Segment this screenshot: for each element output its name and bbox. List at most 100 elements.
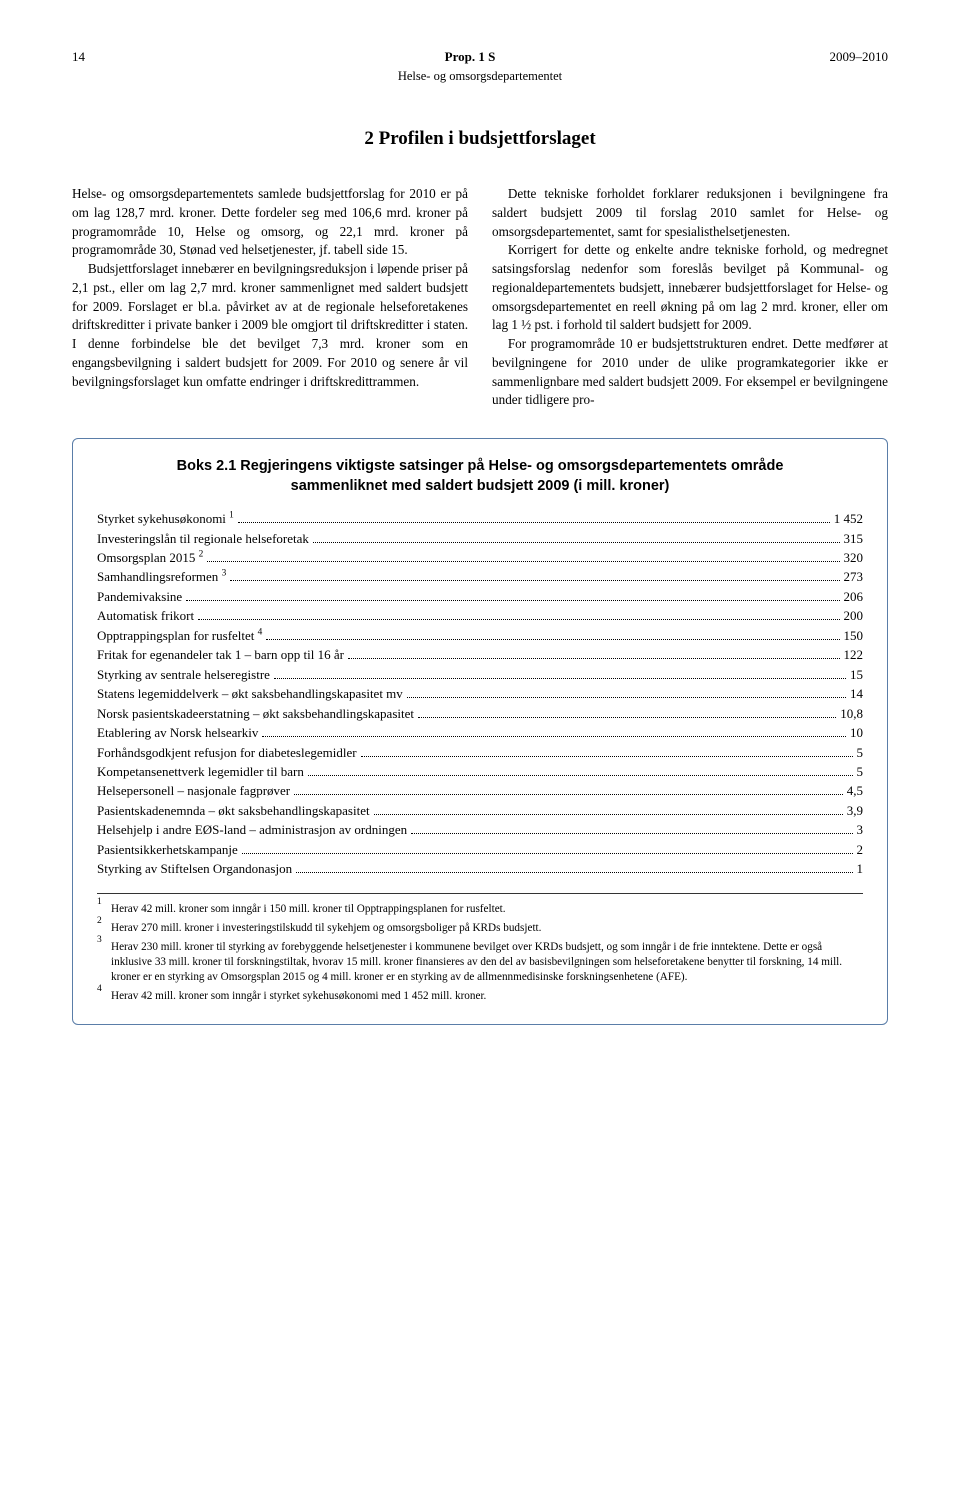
- box-list-value: 5: [857, 763, 864, 781]
- box-list-label: Styrking av Stiftelsen Organdonasjon: [97, 860, 292, 878]
- box-list-label: Helsepersonell – nasjonale fagprøver: [97, 782, 290, 800]
- footnote-ref: 3: [222, 569, 227, 579]
- box-list-value: 206: [844, 588, 864, 606]
- box-title: Boks 2.1 Regjeringens viktigste satsinge…: [97, 457, 863, 496]
- box-list-label: Pasientsikkerhetskampanje: [97, 841, 238, 859]
- box-list-label: Investeringslån til regionale helseforet…: [97, 530, 309, 548]
- body-paragraph: Korrigert for dette og enkelte andre tek…: [492, 241, 888, 335]
- body-paragraph: For programområde 10 er budsjettstruktur…: [492, 335, 888, 410]
- box-list-label: Etablering av Norsk helsearkiv: [97, 724, 258, 742]
- box-title-line2: sammenliknet med saldert budsjett 2009 (…: [291, 478, 670, 494]
- box-list-value: 10,8: [840, 705, 863, 723]
- box-list-label: Styrket sykehusøkonomi 1: [97, 510, 234, 528]
- dot-leader: [361, 756, 853, 757]
- box-list-label: Samhandlingsreformen 3: [97, 568, 226, 586]
- box-list-row: Norsk pasientskadeerstatning – økt saksb…: [97, 705, 863, 723]
- box-list-label: Automatisk frikort: [97, 607, 194, 625]
- dot-leader: [230, 580, 839, 581]
- dot-leader: [274, 678, 846, 679]
- box-list-value: 2: [857, 841, 864, 859]
- box-list-label: Opptrappingsplan for rusfeltet 4: [97, 627, 262, 645]
- box-list-row: Fritak for egenandeler tak 1 – barn opp …: [97, 646, 863, 664]
- footnote-text: Herav 270 mill. kroner i investeringstil…: [111, 921, 863, 936]
- dot-leader: [374, 814, 843, 815]
- highlight-box: Boks 2.1 Regjeringens viktigste satsinge…: [72, 438, 888, 1025]
- box-list-label: Norsk pasientskadeerstatning – økt saksb…: [97, 705, 414, 723]
- box-list-label: Pasientskadenemnda – økt saksbehandlings…: [97, 802, 370, 820]
- box-list-row: Pasientsikkerhetskampanje 2: [97, 841, 863, 859]
- dot-leader: [294, 794, 843, 795]
- box-list-row: Styrket sykehusøkonomi 1 1 452: [97, 510, 863, 528]
- footnote-text: Herav 42 mill. kroner som inngår i 150 m…: [111, 902, 863, 917]
- footnote-number: 1: [97, 902, 111, 917]
- footnote-ref: 1: [229, 511, 234, 521]
- footnote-number: 2: [97, 921, 111, 936]
- box-list-value: 315: [844, 530, 864, 548]
- footnote-ref: 2: [199, 550, 204, 560]
- box-list-label: Styrking av sentrale helseregistre: [97, 666, 270, 684]
- body-paragraph: Dette tekniske forholdet forklarer reduk…: [492, 185, 888, 241]
- box-list-value: 150: [844, 627, 864, 645]
- page-title: Prop. 1 S: [132, 48, 808, 66]
- box-list-value: 200: [844, 607, 864, 625]
- dot-leader: [407, 697, 846, 698]
- box-list-value: 10: [850, 724, 863, 742]
- dot-leader: [262, 736, 846, 737]
- box-list-label: Helsehjelp i andre EØS-land – administra…: [97, 821, 407, 839]
- box-list-value: 4,5: [847, 782, 863, 800]
- box-list-row: Omsorgsplan 2015 2 320: [97, 549, 863, 567]
- box-list-row: Automatisk frikort 200: [97, 607, 863, 625]
- box-list-row: Etablering av Norsk helsearkiv 10: [97, 724, 863, 742]
- body-columns: Helse- og omsorgsdepartementets samlede …: [72, 185, 888, 410]
- box-list-value: 273: [844, 568, 864, 586]
- box-list-row: Samhandlingsreformen 3 273: [97, 568, 863, 586]
- box-list-label: Omsorgsplan 2015 2: [97, 549, 203, 567]
- box-list-row: Statens legemiddelverk – økt saksbehandl…: [97, 685, 863, 703]
- box-title-line1: Boks 2.1 Regjeringens viktigste satsinge…: [177, 458, 784, 474]
- box-list-row: Opptrappingsplan for rusfeltet 4 150: [97, 627, 863, 645]
- footnote-text: Herav 42 mill. kroner som inngår i styrk…: [111, 989, 863, 1004]
- box-list-label: Forhåndsgodkjent refusjon for diabetesle…: [97, 744, 357, 762]
- box-list-value: 122: [844, 646, 864, 664]
- box-list-row: Investeringslån til regionale helseforet…: [97, 530, 863, 548]
- box-list-row: Forhåndsgodkjent refusjon for diabetesle…: [97, 744, 863, 762]
- header-subtitle: Helse- og omsorgsdepartementet: [72, 68, 888, 86]
- box-list-value: 15: [850, 666, 863, 684]
- box-list-row: Kompetansenettverk legemidler til barn 5: [97, 763, 863, 781]
- box-list-row: Pandemivaksine 206: [97, 588, 863, 606]
- box-list-row: Helsepersonell – nasjonale fagprøver 4,5: [97, 782, 863, 800]
- footnote: 1Herav 42 mill. kroner som inngår i 150 …: [97, 902, 863, 917]
- footnote-ref: 4: [258, 628, 263, 638]
- box-list-row: Styrking av Stiftelsen Organdonasjon1: [97, 860, 863, 878]
- page-number: 14: [72, 48, 132, 66]
- dot-leader: [266, 639, 839, 640]
- body-paragraph: Budsjettforslaget innebærer en bevilgnin…: [72, 260, 468, 391]
- box-list-row: Styrking av sentrale helseregistre 15: [97, 666, 863, 684]
- footnote: 4Herav 42 mill. kroner som inngår i styr…: [97, 989, 863, 1004]
- footnote-number: 3: [97, 940, 111, 985]
- section-title: 2 Profilen i budsjettforslaget: [72, 126, 888, 153]
- header-year: 2009–2010: [808, 48, 888, 66]
- dot-leader: [348, 658, 840, 659]
- footnote-text: Herav 230 mill. kroner til styrking av f…: [111, 940, 863, 985]
- box-list: Styrket sykehusøkonomi 11 452Investering…: [97, 510, 863, 879]
- dot-leader: [238, 522, 830, 523]
- dot-leader: [418, 717, 836, 718]
- box-list-value: 3: [857, 821, 864, 839]
- box-footnotes: 1Herav 42 mill. kroner som inngår i 150 …: [97, 893, 863, 1005]
- dot-leader: [242, 853, 853, 854]
- footnote: 3Herav 230 mill. kroner til styrking av …: [97, 940, 863, 985]
- box-list-value: 1 452: [834, 510, 863, 528]
- box-list-value: 3,9: [847, 802, 863, 820]
- box-list-label: Pandemivaksine: [97, 588, 182, 606]
- body-paragraph: Helse- og omsorgsdepartementets samlede …: [72, 185, 468, 260]
- dot-leader: [198, 619, 839, 620]
- box-list-row: Pasientskadenemnda – økt saksbehandlings…: [97, 802, 863, 820]
- box-list-value: 5: [857, 744, 864, 762]
- box-list-value: 14: [850, 685, 863, 703]
- box-list-label: Kompetansenettverk legemidler til barn: [97, 763, 304, 781]
- dot-leader: [186, 600, 839, 601]
- dot-leader: [296, 872, 852, 873]
- box-list-value: 320: [844, 549, 864, 567]
- box-list-label: Statens legemiddelverk – økt saksbehandl…: [97, 685, 403, 703]
